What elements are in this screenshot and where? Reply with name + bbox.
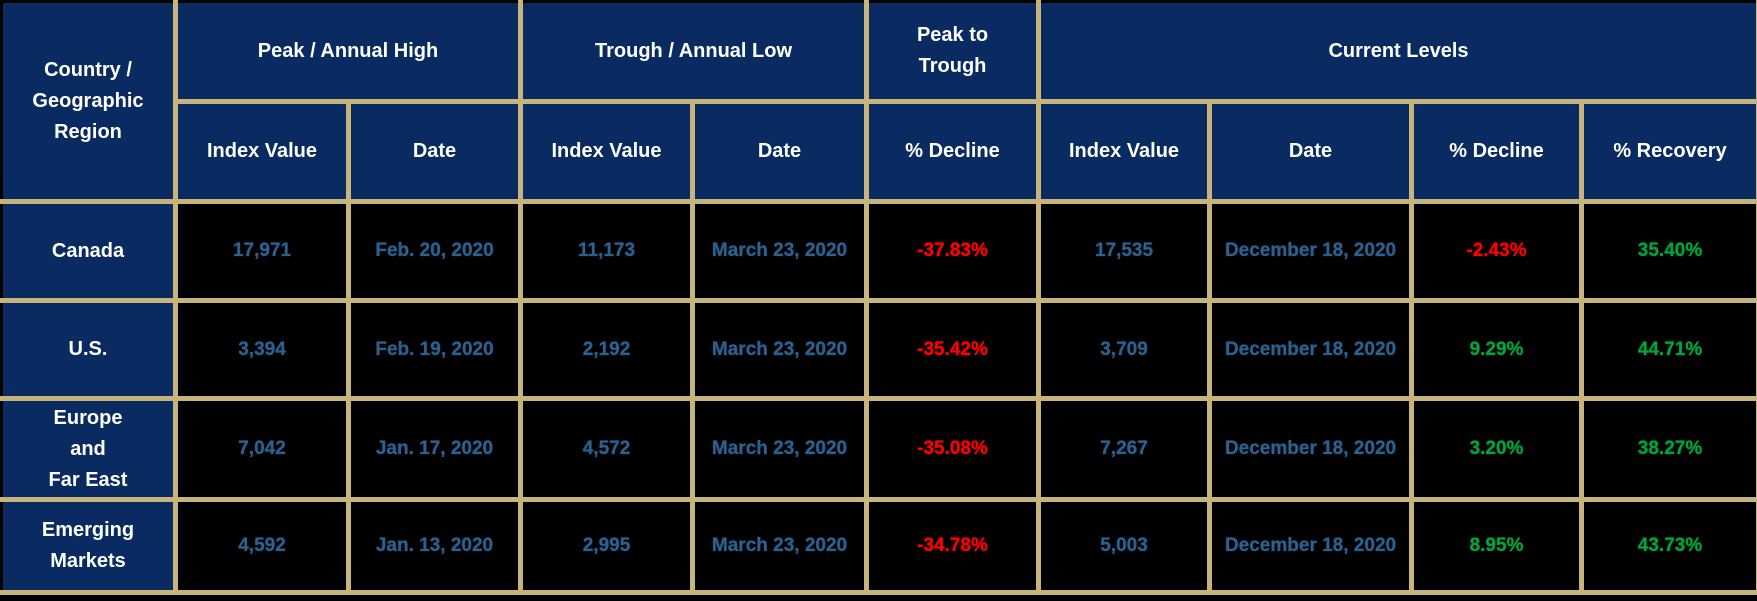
value-cell: 2,192 bbox=[518, 298, 695, 401]
value-cell: 35.40% bbox=[1579, 199, 1757, 303]
region-cell: Europe and Far East bbox=[0, 396, 178, 502]
table-row: Europe and Far East 7,042 Jan. 17, 2020 4,5… bbox=[0, 396, 1757, 502]
column-header: Date bbox=[689, 99, 870, 204]
value-cell: March 23, 2020 bbox=[689, 396, 870, 502]
group-header-trough-annual-low: Trough / Annual Low bbox=[517, 0, 870, 104]
column-header: Date bbox=[1207, 99, 1415, 204]
table-body: Canada 17,971 Feb. 20, 2020 11,173 March 23,… bbox=[0, 199, 1757, 595]
value-cell: Feb. 19, 2020 bbox=[346, 298, 523, 401]
value-cell: 4,592 bbox=[173, 497, 351, 595]
value-cell: 5,003 bbox=[1036, 497, 1213, 595]
value-cell: 3,709 bbox=[1036, 298, 1213, 401]
value-cell: March 23, 2020 bbox=[689, 497, 870, 595]
value-cell: 44.71% bbox=[1579, 298, 1757, 401]
value-cell: 17,535 bbox=[1036, 199, 1213, 303]
column-header: % Decline bbox=[1409, 99, 1585, 204]
value-cell: December 18, 2020 bbox=[1207, 497, 1415, 595]
group-header-peak-annual-high: Peak / Annual High bbox=[173, 0, 523, 104]
value-cell: 2,995 bbox=[518, 497, 695, 595]
value-cell: -34.78% bbox=[864, 497, 1042, 595]
group-header-peak-to-trough: Peak to Trough bbox=[864, 0, 1042, 104]
region-cell: Emerging Markets bbox=[0, 497, 178, 595]
column-header: Date bbox=[346, 99, 523, 204]
value-cell: December 18, 2020 bbox=[1207, 396, 1415, 502]
value-cell: March 23, 2020 bbox=[689, 298, 870, 401]
value-cell: December 18, 2020 bbox=[1207, 199, 1415, 303]
value-cell: December 18, 2020 bbox=[1207, 298, 1415, 401]
value-cell: -35.08% bbox=[864, 396, 1042, 502]
value-cell: Jan. 13, 2020 bbox=[346, 497, 523, 595]
column-header: Index Value bbox=[518, 99, 695, 204]
value-cell: 7,042 bbox=[173, 396, 351, 502]
table-row: U.S. 3,394 Feb. 19, 2020 2,192 March 23, 202… bbox=[0, 298, 1757, 401]
column-header: Index Value bbox=[173, 99, 351, 204]
value-cell: 43.73% bbox=[1579, 497, 1757, 595]
value-cell: 4,572 bbox=[518, 396, 695, 502]
value-cell: -35.42% bbox=[864, 298, 1042, 401]
value-cell: 11,173 bbox=[518, 199, 695, 303]
column-header: % Decline bbox=[864, 99, 1042, 204]
value-cell: -2.43% bbox=[1409, 199, 1585, 303]
column-header: Index Value bbox=[1036, 99, 1213, 204]
column-header: % Recovery bbox=[1579, 99, 1757, 204]
value-cell: 8.95% bbox=[1409, 497, 1585, 595]
column-header-row: Index Value Date Index Value Date% Decline I… bbox=[2, 99, 1757, 204]
value-cell: Jan. 17, 2020 bbox=[346, 396, 523, 502]
value-cell: 3.20% bbox=[1409, 396, 1585, 502]
value-cell: 7,267 bbox=[1036, 396, 1213, 502]
value-cell: Feb. 20, 2020 bbox=[346, 199, 523, 303]
table-row: Canada 17,971 Feb. 20, 2020 11,173 March 23,… bbox=[0, 199, 1757, 303]
value-cell: -37.83% bbox=[864, 199, 1042, 303]
group-header-current-levels: Current Levels bbox=[1036, 0, 1757, 104]
region-cell: U.S. bbox=[0, 298, 178, 401]
region-cell: Canada bbox=[0, 199, 178, 303]
value-cell: 3,394 bbox=[173, 298, 351, 401]
value-cell: 38.27% bbox=[1579, 396, 1757, 502]
country-region-header: Country / Geographic Region bbox=[0, 0, 178, 204]
table-row: Emerging Markets 4,592 Jan. 13, 2020 2,995 M… bbox=[0, 497, 1757, 595]
value-cell: March 23, 2020 bbox=[689, 199, 870, 303]
value-cell: 17,971 bbox=[173, 199, 351, 303]
group-header-row: Country / Geographic Region Peak / Annua… bbox=[0, 0, 1757, 204]
value-cell: 9.29% bbox=[1409, 298, 1585, 401]
